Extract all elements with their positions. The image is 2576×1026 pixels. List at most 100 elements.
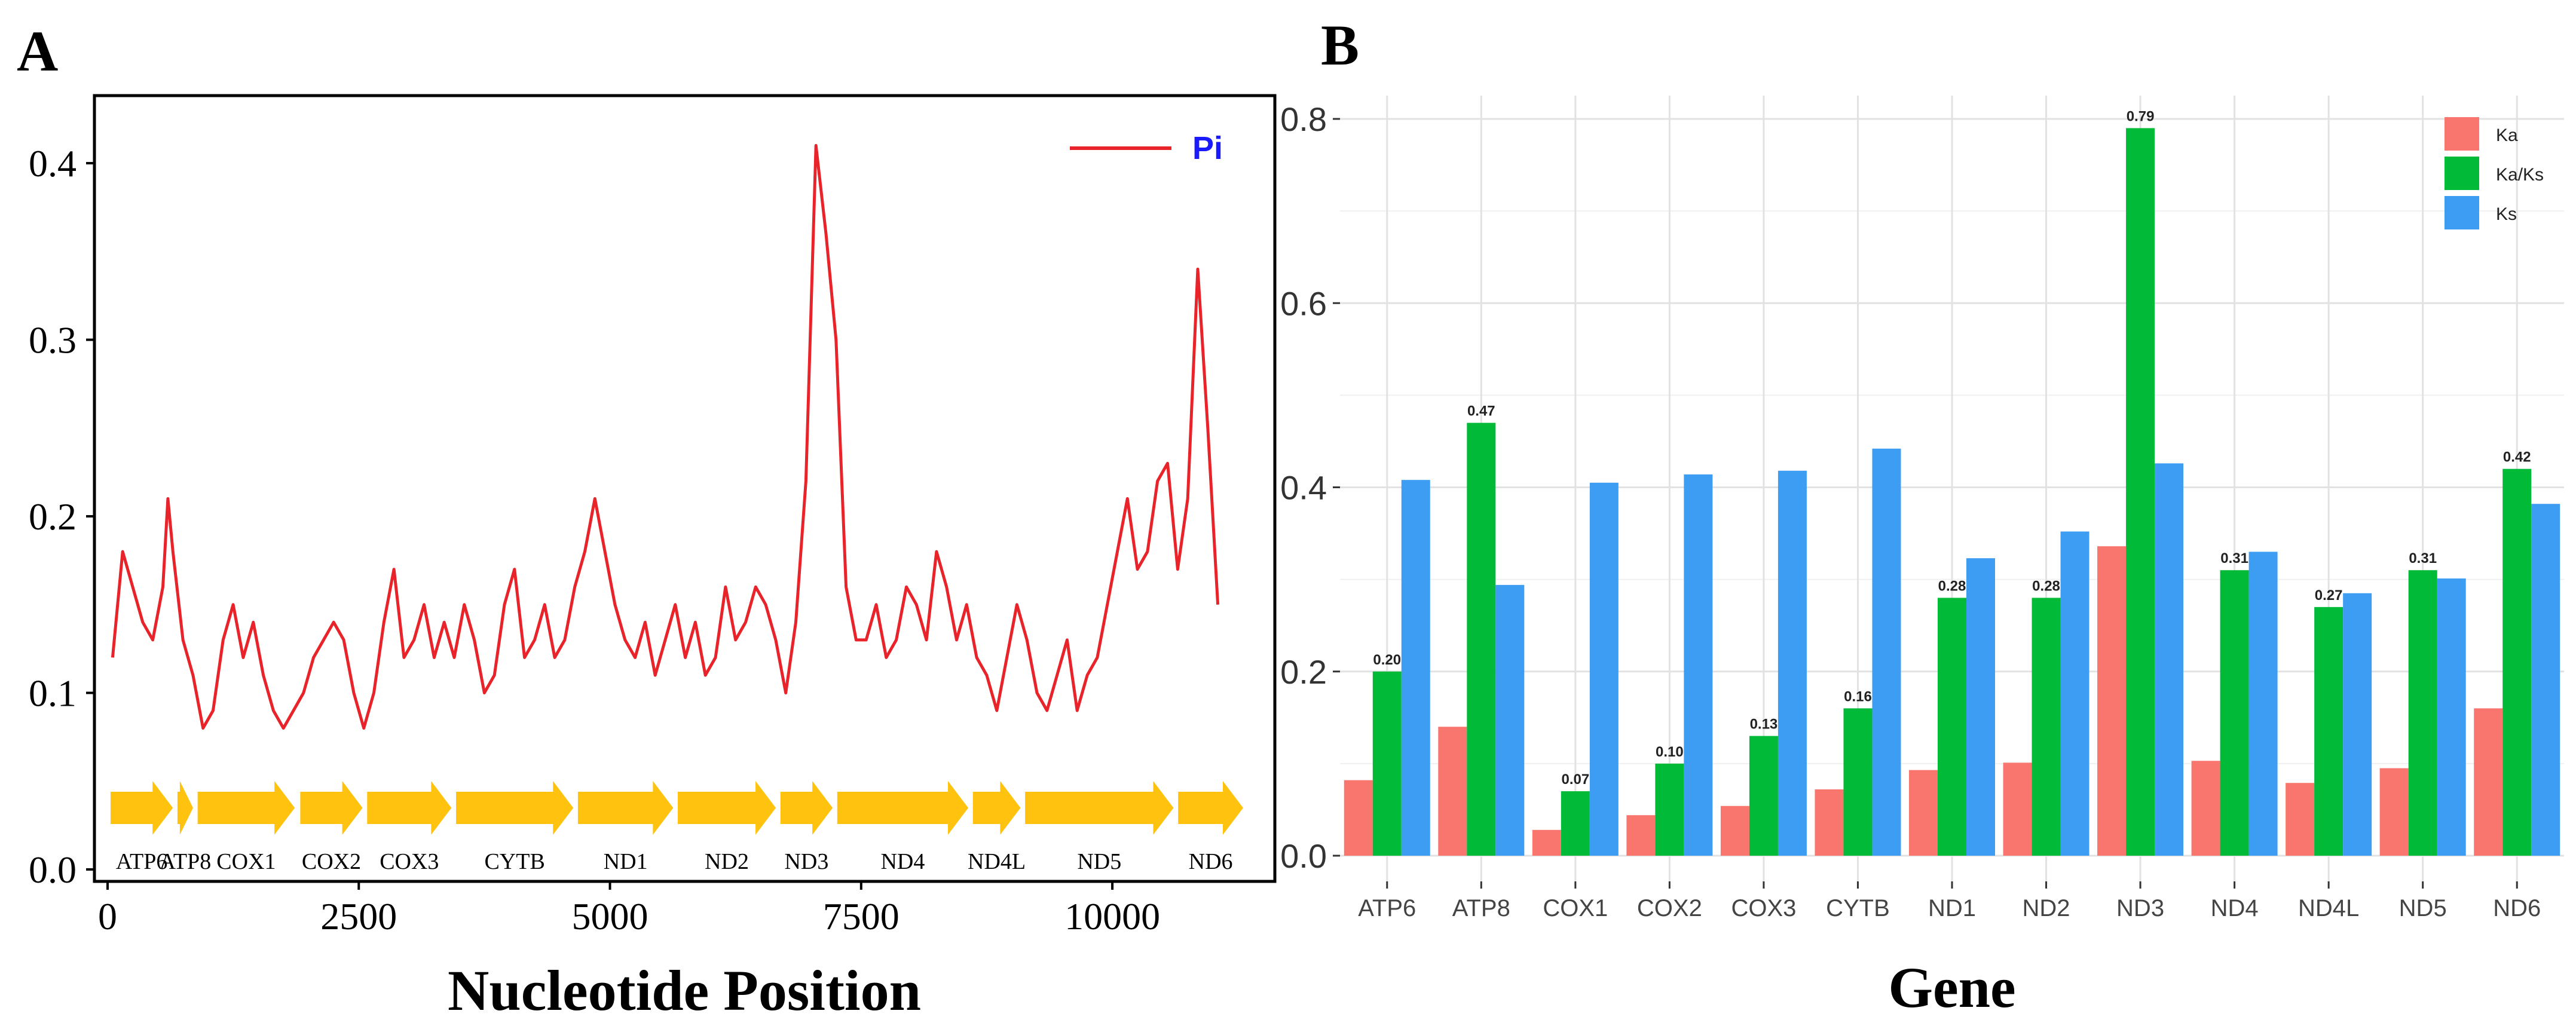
- bar-ka-ks: [1655, 763, 1684, 856]
- panel-a-chart: 0.0 0.1 0.2 0.3 0.4 0 2500 5000 7500 10000 ATP6A…: [29, 94, 1277, 1022]
- legend-swatch: [2445, 196, 2479, 229]
- bar-ka: [1438, 727, 1467, 856]
- bar-ks: [2155, 463, 2184, 856]
- panel-b-y-axis: 0.0 0.2 0.4 0.6 0.8: [1280, 100, 1340, 875]
- legend-label-pi: Pi: [1192, 130, 1223, 166]
- y-tick-label: 0.4: [1280, 469, 1327, 507]
- bar-ka-ks: [2408, 570, 2437, 856]
- gene-arrow: [837, 781, 969, 835]
- bar-ks: [1495, 584, 1525, 856]
- gene-arrow: [456, 781, 574, 835]
- bar-ka-ks: [1938, 598, 1966, 856]
- gene-arrow-label: COX2: [302, 849, 361, 874]
- bar-ks: [2343, 593, 2372, 856]
- x-tick-label: ND4L: [2298, 895, 2359, 921]
- legend-swatch: [2445, 117, 2479, 151]
- bar-ka-ks: [1843, 708, 1873, 856]
- gene-arrow: [577, 781, 674, 835]
- panel-b-bars: [1344, 128, 2560, 856]
- panel-b-legend: Ka Ka/Ks Ks: [2445, 117, 2544, 229]
- data-label: 0.13: [1750, 716, 1778, 733]
- y-tick-label: 0.0: [1280, 837, 1327, 875]
- x-tick-label: COX2: [1637, 895, 1702, 921]
- y-tick-label: 0.6: [1280, 284, 1327, 322]
- data-label: 0.28: [1938, 578, 1966, 594]
- bar-ka: [2097, 546, 2127, 856]
- bar-ks: [1589, 482, 1619, 856]
- gene-arrow-label: ATP8: [160, 849, 212, 874]
- panel-b-chart: 0.20 0.47 0.07 0.10 0.13 0.16 0.28 0.28 0.79 0.31…: [1280, 96, 2564, 1019]
- panel-a-x-axis-title: Nucleotide Position: [448, 958, 921, 1022]
- bar-ks: [2437, 578, 2466, 856]
- data-label: 0.20: [1373, 652, 1401, 668]
- bar-ks: [1872, 448, 1901, 856]
- bar-ks: [2248, 552, 2278, 856]
- bar-ka: [1909, 770, 1938, 856]
- bar-ks: [1401, 480, 1430, 856]
- x-tick-label: COX1: [1543, 895, 1608, 921]
- gene-arrow: [1025, 781, 1174, 835]
- gene-arrow-label: ND4: [880, 849, 925, 874]
- x-tick-label: CYTB: [1826, 895, 1890, 921]
- panel-b-x-axis-title: Gene: [1888, 955, 2015, 1019]
- y-tick-label: 0.3: [29, 319, 77, 362]
- gene-arrow-label: COX3: [380, 849, 439, 874]
- x-tick-label: COX3: [1731, 895, 1796, 921]
- bar-ka: [2286, 783, 2315, 856]
- bar-ka-ks: [2314, 607, 2344, 856]
- bar-ka: [1626, 815, 1656, 856]
- legend-label: Ks: [2496, 204, 2517, 224]
- x-tick-label: ND5: [2399, 895, 2447, 921]
- x-tick-label: ND2: [2023, 895, 2070, 921]
- panel-letter-a: A: [17, 19, 58, 83]
- x-tick-label: ND1: [1928, 895, 1976, 921]
- gene-arrow-label: ND6: [1189, 849, 1233, 874]
- data-label: 0.28: [2032, 578, 2060, 594]
- bar-ka-ks: [2220, 570, 2249, 856]
- bar-ks: [1966, 558, 1995, 856]
- y-tick-label: 0.2: [1280, 653, 1327, 691]
- data-label: 0.10: [1656, 744, 1684, 760]
- gene-arrow: [678, 781, 776, 835]
- bar-ka: [1815, 789, 1844, 856]
- data-label: 0.07: [1561, 771, 1589, 788]
- x-tick-label: ATP6: [1358, 895, 1416, 921]
- gene-arrow-label: COX1: [216, 849, 276, 874]
- gene-arrow: [780, 781, 833, 835]
- data-label: 0.79: [2127, 108, 2155, 124]
- bar-ka: [2003, 762, 2032, 856]
- bar-ka-ks: [1372, 671, 1402, 856]
- x-tick-label: 10000: [1064, 895, 1160, 938]
- y-tick-label: 0.0: [29, 849, 77, 891]
- gene-arrow: [367, 781, 452, 835]
- bar-ks: [2060, 531, 2089, 856]
- y-tick-label: 0.1: [29, 672, 77, 715]
- panel-a-y-axis: 0.0 0.1 0.2 0.3 0.4: [29, 142, 94, 891]
- y-tick-label: 0.2: [29, 495, 77, 538]
- gene-arrow-label: CYTB: [484, 849, 544, 874]
- data-label: 0.31: [2409, 550, 2437, 566]
- legend-swatch: [2445, 157, 2479, 190]
- bar-ka-ks: [1749, 736, 1778, 856]
- gene-arrow-label: ND4L: [968, 849, 1026, 874]
- gene-arrow-label: ND5: [1077, 849, 1121, 874]
- bar-ka: [1532, 829, 1561, 856]
- bar-ks: [1777, 470, 1807, 856]
- x-tick-label: ATP8: [1452, 895, 1510, 921]
- panel-a-plot-frame: [93, 94, 1277, 883]
- bar-ka: [2474, 708, 2503, 856]
- bar-ka: [1720, 806, 1749, 856]
- y-tick-label: 0.4: [29, 142, 77, 185]
- data-label: 0.16: [1844, 688, 1872, 705]
- x-tick-label: 7500: [823, 895, 900, 938]
- gene-arrow: [972, 781, 1021, 835]
- x-tick-label: 5000: [572, 895, 648, 938]
- data-label: 0.47: [1467, 403, 1495, 419]
- gene-arrow: [1178, 781, 1243, 835]
- bar-ka-ks: [2502, 468, 2532, 856]
- data-label: 0.31: [2220, 550, 2248, 566]
- legend-label: Ka/Ks: [2496, 165, 2544, 185]
- x-tick-label: 2500: [320, 895, 397, 938]
- bar-ka: [2191, 761, 2220, 856]
